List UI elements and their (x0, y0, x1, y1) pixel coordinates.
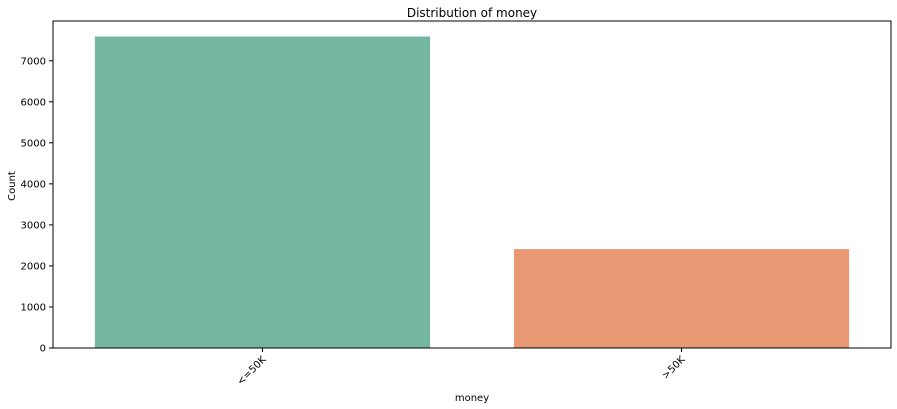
y-tick-label-7: 7000 (21, 56, 46, 67)
y-tick-label-0: 0 (40, 344, 46, 355)
y-tick-label-4: 4000 (21, 179, 46, 190)
y-axis-label: Count (7, 171, 18, 201)
y-tick-label-1: 1000 (21, 302, 46, 313)
y-tick-label-5: 5000 (21, 138, 46, 149)
y-tick-label-2: 2000 (21, 261, 46, 272)
y-tick-label-6: 6000 (21, 97, 46, 108)
x-axis-label: money (455, 393, 489, 404)
bar-0 (94, 36, 431, 349)
bar-1 (513, 249, 850, 348)
plot-frame (52, 20, 892, 349)
y-axis: 0 1000 2000 3000 4000 5000 6000 7000 (21, 56, 53, 355)
chart-title: Distribution of money (407, 6, 537, 20)
y-tick-label-3: 3000 (21, 220, 46, 231)
bars-layer (94, 36, 850, 349)
